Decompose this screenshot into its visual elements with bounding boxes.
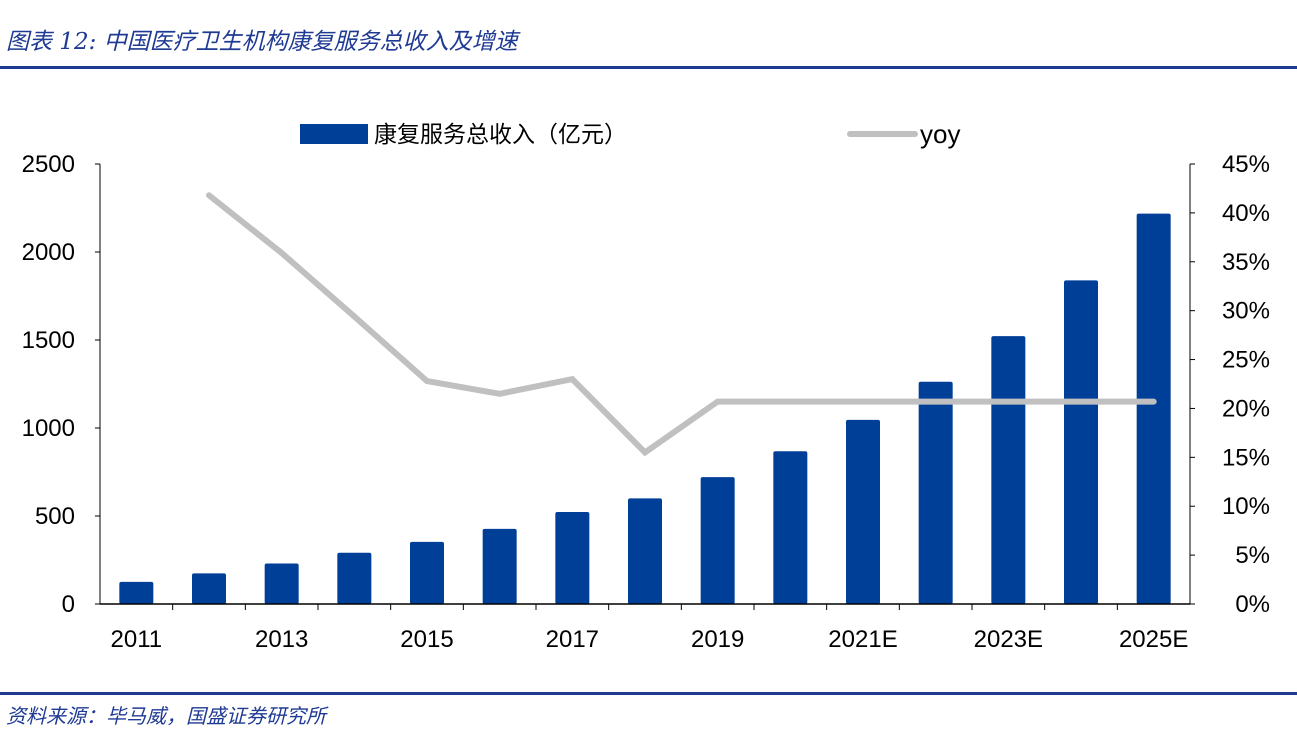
right-tick-label: 40% [1222,200,1270,227]
bar-2024E [1064,280,1098,604]
bar-2012 [192,573,226,604]
right-tick-label: 20% [1222,395,1270,422]
bar-2017 [555,511,590,604]
x-tick-label: 2015 [400,626,453,653]
bar-2022E [918,381,953,604]
bar-2018 [628,498,662,604]
legend-line-label: yoy [920,119,960,149]
legend-bar-swatch [300,124,368,144]
left-tick-label: 500 [35,503,75,530]
left-tick-label: 0 [62,591,75,618]
bar-2011 [119,581,154,604]
left-tick-label: 1000 [22,415,75,442]
right-tick-label: 25% [1222,347,1270,374]
bar-2015 [410,541,444,604]
x-tick-label: 2017 [546,626,599,653]
left-tick-label: 1500 [22,327,75,354]
footer-divider [0,692,1297,695]
x-tick-label: 2025E [1119,626,1188,653]
bar-2020 [773,451,808,604]
bar-2013 [264,563,299,604]
bar-2021E [846,419,880,604]
yoy-line [206,192,1157,457]
bar-2014 [337,552,372,604]
bar-2019 [700,477,735,604]
chart-title: 图表 12: 中国医疗卫生机构康复服务总收入及增速 [6,29,518,55]
right-tick-label: 45% [1222,151,1270,178]
x-tick-label: 2013 [255,626,308,653]
right-tick-label: 35% [1222,249,1270,276]
right-tick-label: 0% [1235,591,1270,618]
right-tick-label: 15% [1222,444,1270,471]
legend-bar-label: 康复服务总收入（亿元） [374,121,627,147]
x-tick-label: 2023E [974,626,1043,653]
right-tick-label: 30% [1222,298,1270,325]
bar-2016 [482,528,517,604]
bar-2025E [1136,213,1171,604]
bar-2023E [991,336,1026,604]
left-tick-label: 2000 [22,239,75,266]
left-tick-label: 2500 [22,151,75,178]
source-note: 资料来源：毕马威，国盛证券研究所 [6,704,326,728]
right-tick-label: 5% [1235,542,1270,569]
x-tick-label: 2021E [828,626,897,653]
x-tick-label: 2011 [111,626,163,653]
x-tick-label: 2019 [691,626,744,653]
title-divider [0,66,1297,69]
right-tick-label: 10% [1222,493,1270,520]
